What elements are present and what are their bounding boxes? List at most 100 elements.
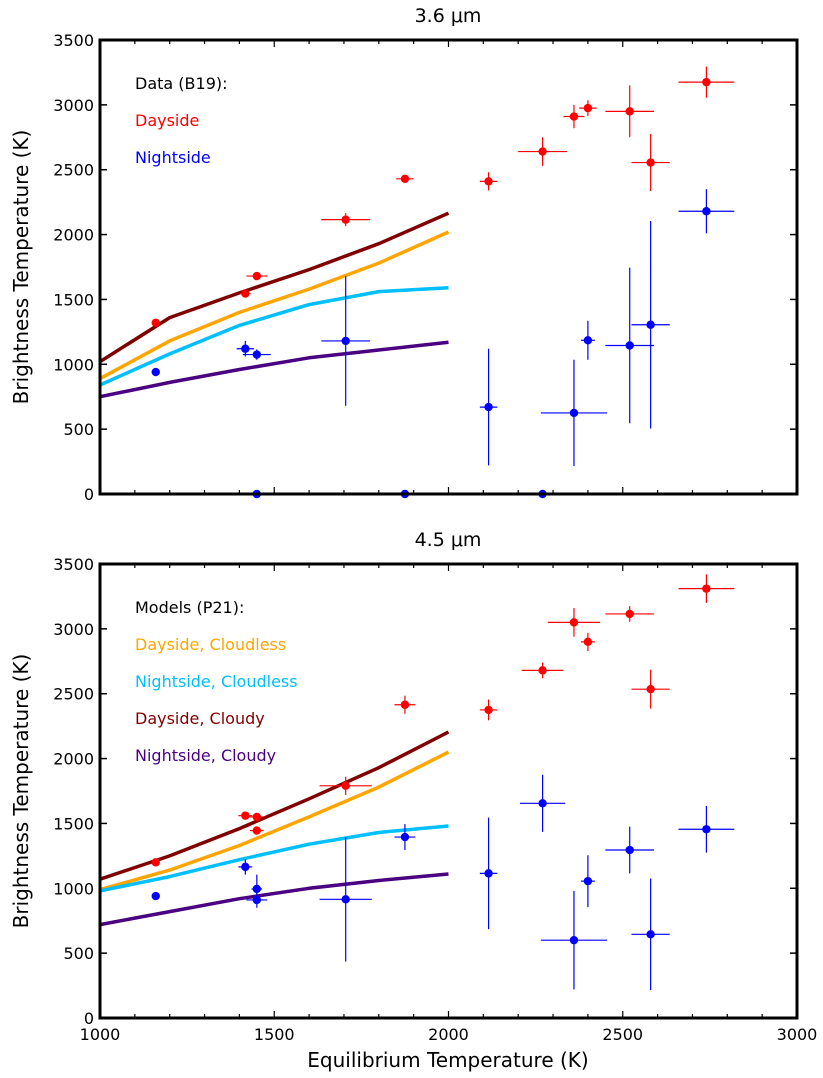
point-marker — [341, 895, 350, 904]
point-marker — [151, 318, 160, 327]
y-tick-label: 500 — [63, 420, 94, 439]
y-tick-label: 1500 — [53, 290, 94, 309]
point-marker — [538, 147, 547, 156]
x-axis-label: Equilibrium Temperature (K) — [307, 1048, 588, 1072]
data-point-nightside — [479, 348, 498, 466]
point-marker — [252, 826, 262, 835]
point-marker — [341, 215, 350, 224]
data-point-dayside — [240, 289, 251, 298]
data-point-dayside — [678, 66, 735, 98]
panel-title: 4.5 μm — [415, 529, 482, 551]
y-tick-label: 500 — [63, 944, 94, 963]
data-point-nightside — [631, 878, 670, 991]
legend-header: Data (B19): — [135, 74, 228, 93]
point-marker — [646, 684, 655, 694]
panel-4-5-um: 4.5 μm Brightness Temperature (K) Equili… — [9, 529, 817, 1072]
data-point-dayside — [319, 776, 372, 795]
point-marker — [400, 700, 410, 709]
point-marker — [484, 705, 493, 715]
x-tick-label: 2000 — [428, 1025, 469, 1044]
data-point-nightside — [321, 276, 371, 406]
data-point-dayside — [246, 271, 268, 281]
data-point-nightside — [151, 891, 160, 901]
data-point-dayside — [396, 174, 414, 183]
data-point-nightside — [631, 220, 670, 429]
data-point-nightside — [540, 359, 608, 467]
point-marker — [241, 811, 250, 820]
point-marker — [252, 350, 262, 359]
data-point-dayside — [678, 574, 735, 603]
x-tick-label: 1000 — [80, 1025, 121, 1044]
point-marker — [484, 869, 493, 878]
model-line-nightside-cloudy — [99, 340, 449, 399]
point-marker — [151, 891, 160, 901]
point-marker — [583, 103, 593, 113]
point-marker — [625, 107, 634, 116]
data-point-dayside — [605, 85, 655, 138]
y-axis-label: Brightness Temperature (K) — [9, 130, 33, 405]
legend: Models (P21): Dayside, Cloudless Nightsi… — [135, 598, 298, 765]
point-marker — [625, 341, 634, 350]
point-marker — [702, 584, 711, 593]
data-point-nightside — [580, 320, 595, 360]
model-line-nightside-cloudy — [99, 872, 449, 927]
point-marker — [151, 858, 160, 867]
data-point-nightside — [319, 837, 372, 962]
model-line-nightside-cloudless — [99, 286, 449, 387]
data-point-dayside — [151, 318, 160, 327]
data-point-dayside — [248, 812, 266, 822]
legend-entry-nightside-cloudy: Nightside, Cloudy — [135, 746, 276, 765]
point-marker — [583, 876, 593, 886]
legend-entry-dayside-cloudless: Dayside, Cloudless — [135, 635, 286, 654]
model-line-nightside-cloudless — [99, 824, 449, 893]
y-tick-label: 3000 — [53, 96, 94, 115]
x-tick-label: 3000 — [777, 1025, 818, 1044]
point-marker — [151, 367, 160, 377]
point-marker — [569, 408, 579, 418]
point-marker — [341, 781, 350, 791]
point-marker — [646, 158, 655, 167]
data-point-dayside — [249, 826, 264, 835]
x-tick-label: 1500 — [254, 1025, 295, 1044]
data-point-nightside — [394, 824, 416, 851]
point-marker — [341, 336, 350, 346]
point-marker — [538, 666, 547, 675]
data-point-dayside — [479, 172, 498, 191]
y-axis-label: Brightness Temperature (K) — [9, 654, 33, 929]
data-point-nightside — [238, 859, 253, 875]
data-point-nightside — [519, 774, 566, 832]
model-line-dayside-cloudless — [99, 750, 450, 892]
data-point-dayside — [479, 699, 498, 721]
data-point-nightside — [540, 890, 608, 990]
point-marker — [583, 336, 593, 345]
data-point-nightside — [242, 349, 271, 360]
point-marker — [241, 862, 250, 872]
panel-3-6-um: 3.6 μm Brightness Temperature (K) 0 500 10… — [9, 5, 799, 504]
y-tick-label: 2000 — [53, 750, 94, 769]
data-point-dayside — [631, 134, 670, 192]
point-marker — [400, 832, 410, 842]
point-marker — [646, 320, 655, 329]
data-point-dayside — [563, 104, 585, 129]
data-point-dayside — [238, 811, 253, 820]
y-tick-label: 1000 — [53, 355, 94, 374]
point-marker — [569, 112, 579, 121]
point-marker — [400, 174, 410, 183]
data-point-nightside — [605, 267, 655, 424]
y-tick-label: 2500 — [53, 685, 94, 704]
y-tick-label: 2500 — [53, 161, 94, 180]
x-tick-label: 2500 — [602, 1025, 643, 1044]
point-marker — [569, 618, 579, 627]
plot-frame — [98, 38, 799, 496]
y-tick-label: 1000 — [53, 879, 94, 898]
point-marker — [484, 402, 493, 412]
data-point-dayside — [579, 100, 597, 116]
data-point-dayside — [321, 213, 371, 227]
data-point-nightside — [605, 826, 655, 874]
point-marker — [484, 177, 493, 186]
data-point-dayside — [580, 632, 595, 651]
model-line-dayside-cloudless — [99, 230, 450, 381]
data-point-dayside — [394, 695, 416, 714]
